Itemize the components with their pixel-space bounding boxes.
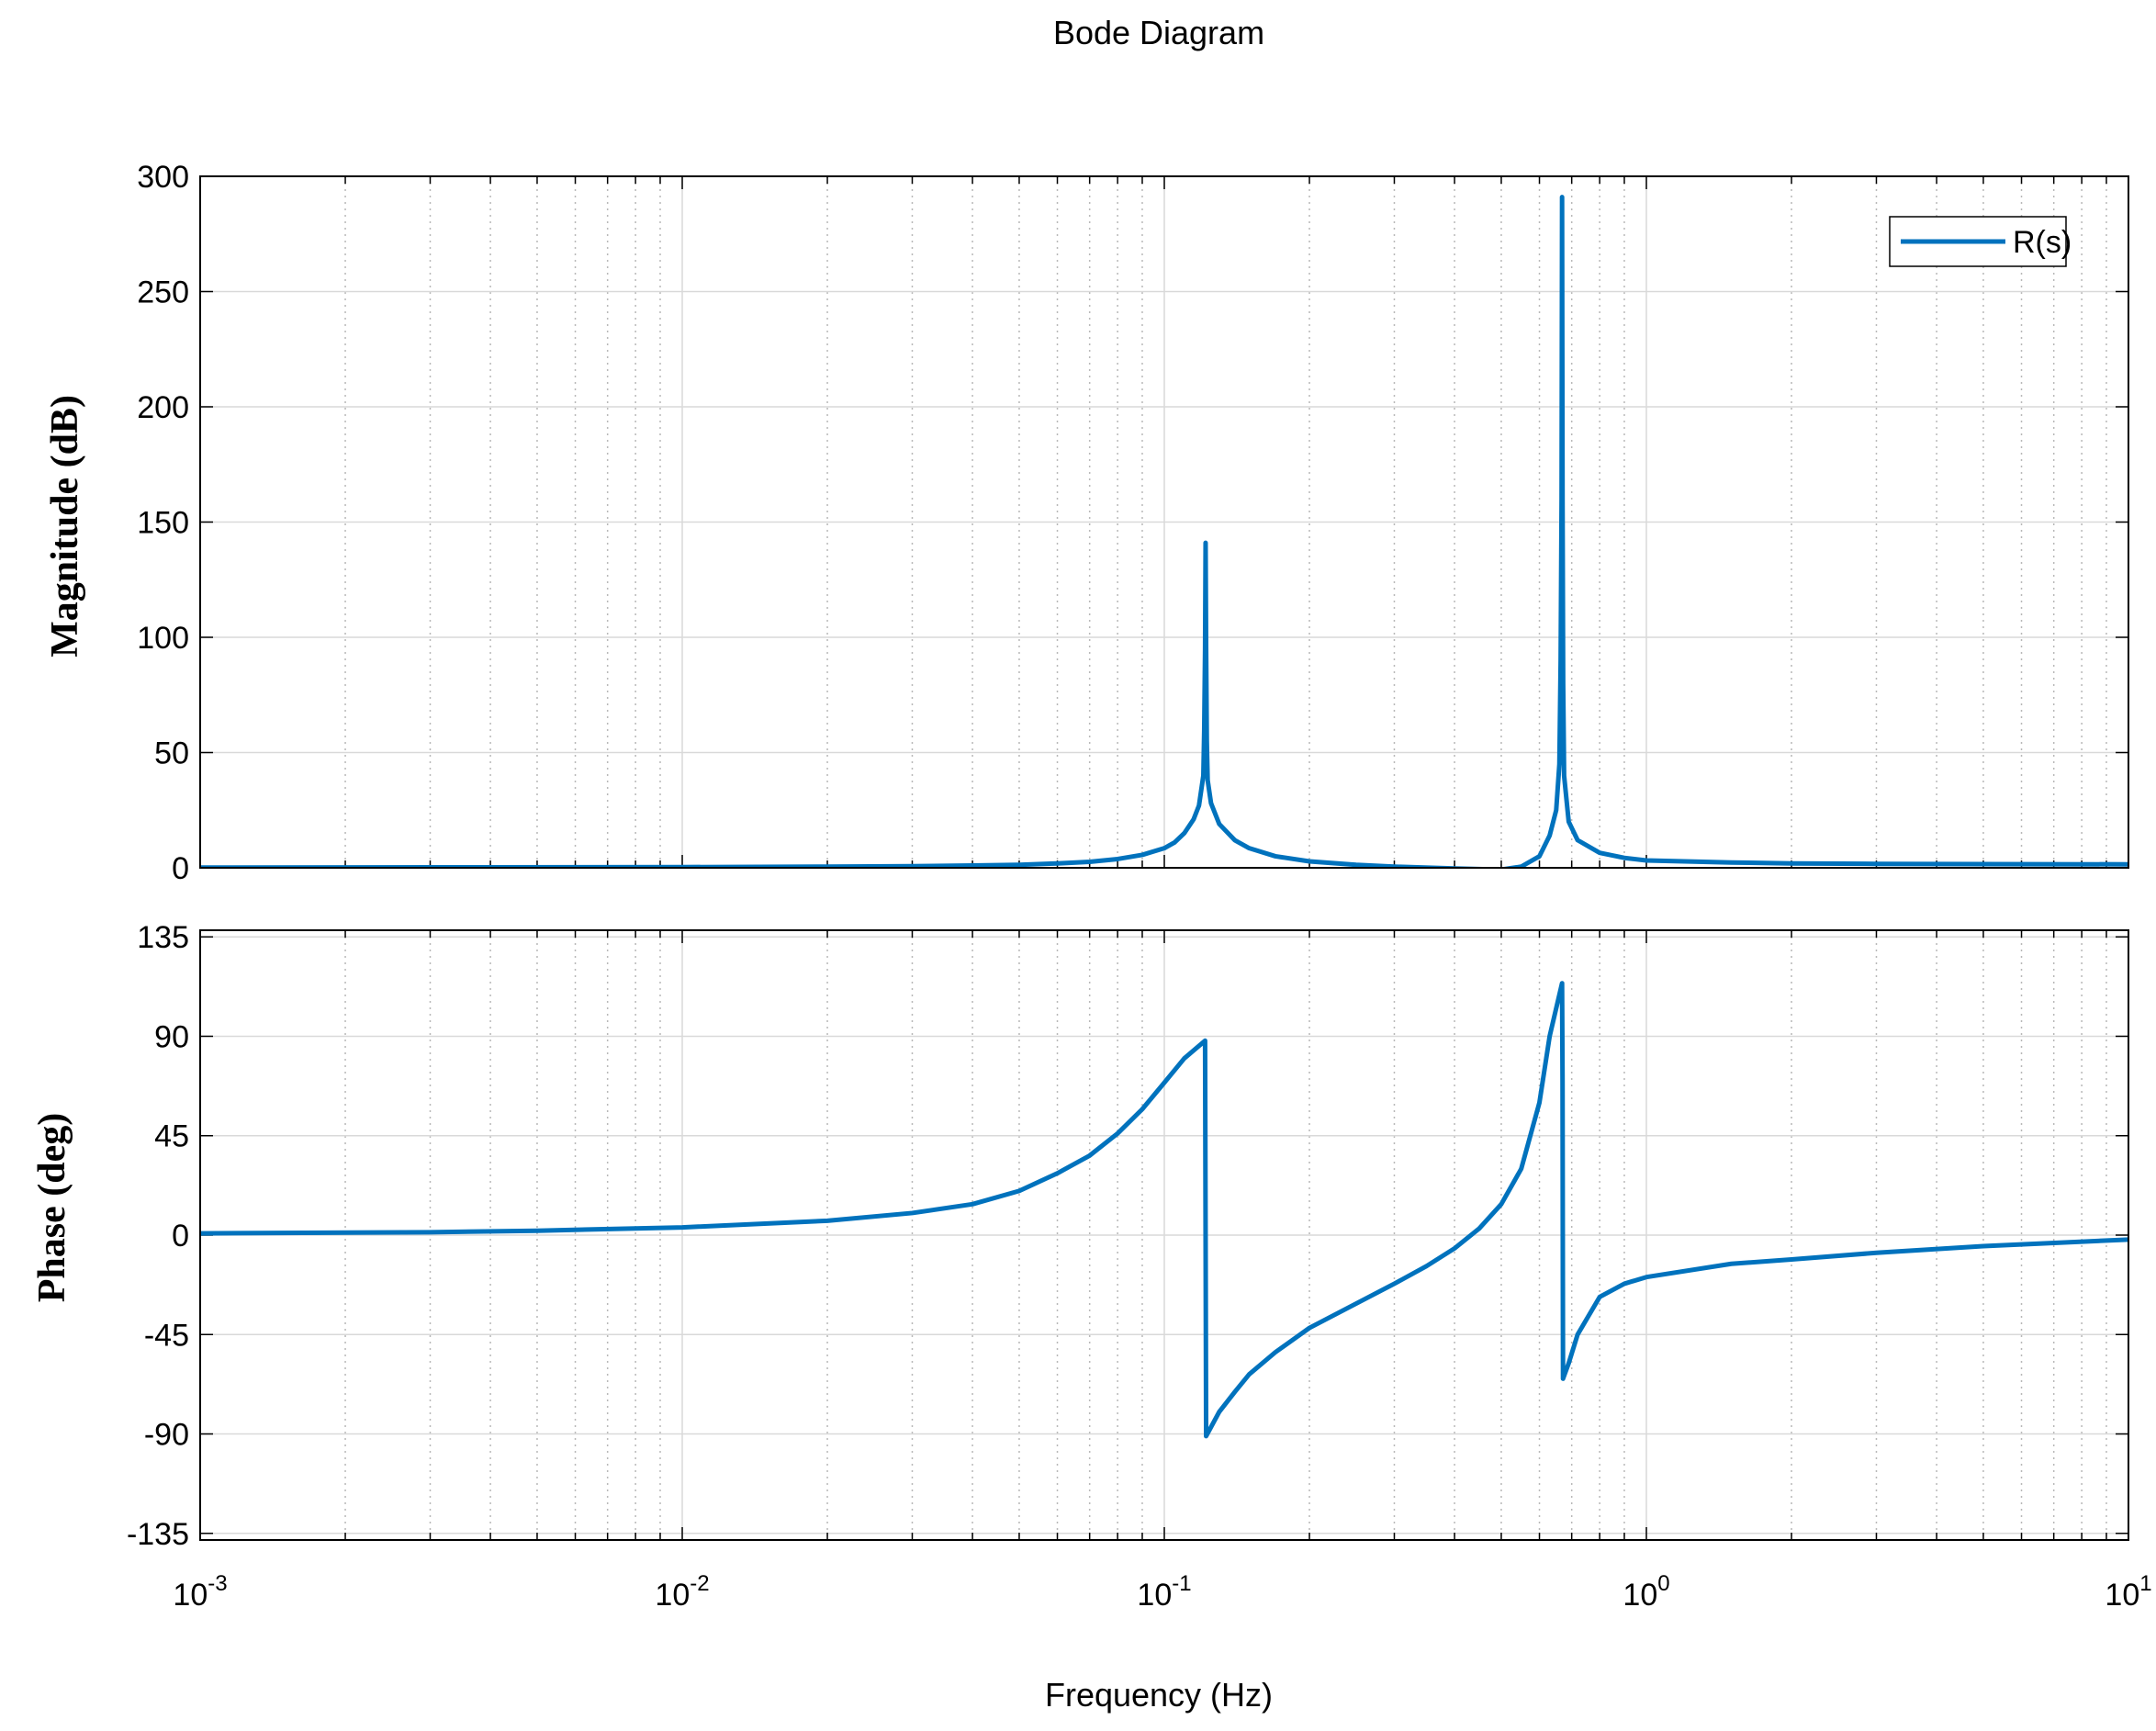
magnitude-y-tick-label: 100 — [137, 621, 189, 656]
phase-axes-frame — [199, 929, 2129, 1541]
x-tick-label: 10-1 — [1137, 1571, 1191, 1613]
legend-entry-label: R(s) — [2013, 225, 2072, 260]
magnitude-grid — [200, 176, 2128, 868]
magnitude-axes-frame — [199, 175, 2129, 869]
phase-y-tick-label: 135 — [137, 920, 189, 955]
x-tick-label: 10-2 — [655, 1571, 709, 1613]
phase-y-tick-label: -45 — [144, 1318, 189, 1353]
legend: R(s) — [1889, 216, 2072, 267]
phase-y-tick-label: 45 — [154, 1119, 189, 1154]
chart-title: Bode Diagram — [1053, 14, 1264, 51]
x-tick-label: 101 — [2105, 1571, 2151, 1613]
magnitude-y-tick-labels: 0 50 100 150 200 250 300 — [137, 160, 189, 886]
phase-y-tick-label: -135 — [127, 1517, 189, 1552]
magnitude-y-tick-label: 200 — [137, 390, 189, 425]
magnitude-y-tick-label: 50 — [154, 736, 189, 771]
phase-series-line — [200, 981, 2128, 1439]
phase-y-tick-label: 0 — [172, 1219, 189, 1253]
magnitude-y-axis-label: Magnitude (dB) — [44, 395, 86, 658]
magnitude-series-line — [200, 195, 2128, 868]
phase-y-tick-labels: -135 -90 -45 0 45 90 135 — [127, 920, 189, 1552]
phase-y-tick-label: -90 — [144, 1418, 189, 1453]
phase-grid — [200, 930, 2128, 1540]
magnitude-y-tick-label: 0 — [172, 851, 189, 886]
phase-y-tick-label: 90 — [154, 1019, 189, 1054]
magnitude-y-tick-label: 300 — [137, 160, 189, 195]
magnitude-y-tick-label: 250 — [137, 275, 189, 310]
phase-y-axis-label: Phase (deg) — [31, 1113, 73, 1302]
magnitude-axes: 0 50 100 150 200 250 300 Magnitude (dB) R(s) — [44, 160, 2129, 886]
x-tick-label: 100 — [1623, 1571, 1669, 1613]
magnitude-y-tick-label: 150 — [137, 506, 189, 541]
x-tick-labels: 10-3 10-2 10-1 100 101 — [173, 1571, 2151, 1613]
x-tick-label: 10-3 — [173, 1571, 227, 1613]
x-axis-label: Frequency (Hz) — [1045, 1676, 1273, 1714]
